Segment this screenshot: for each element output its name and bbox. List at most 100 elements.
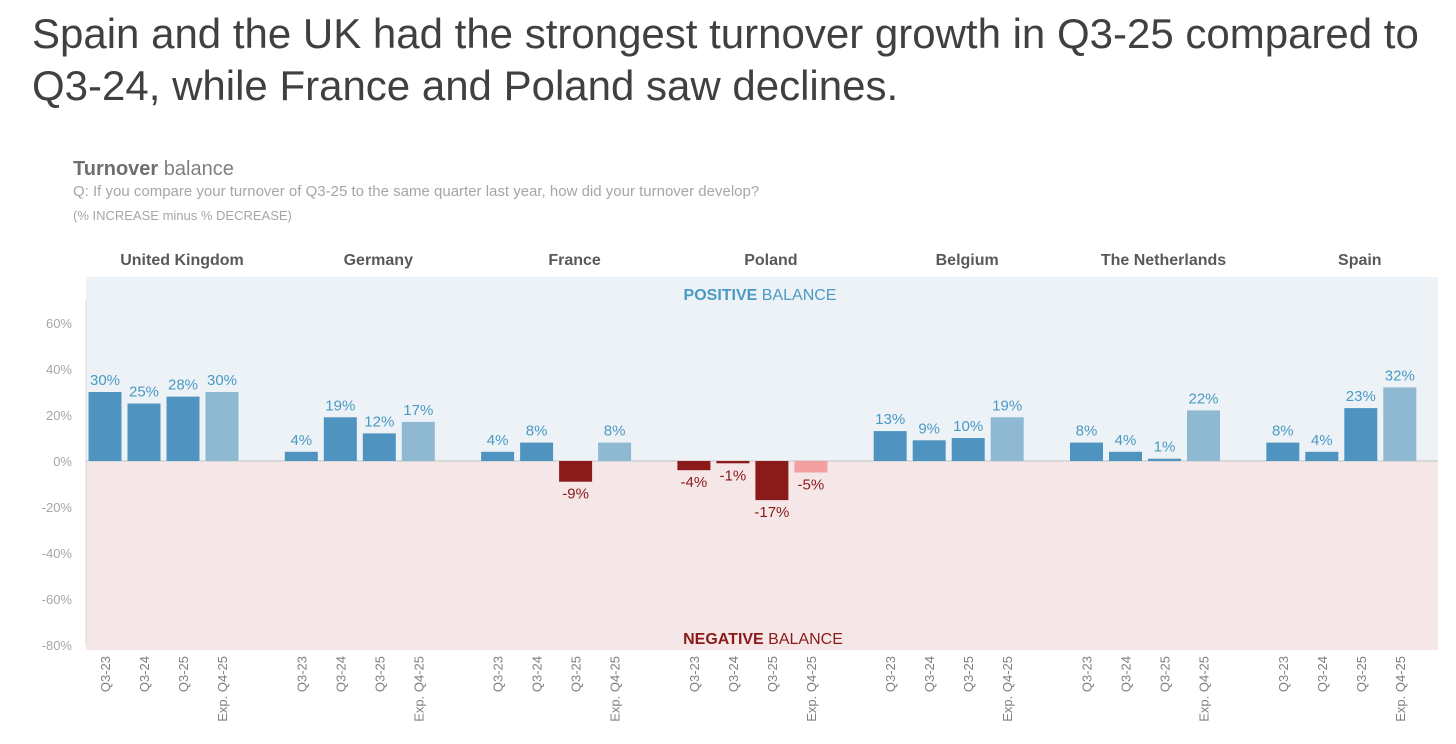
- x-tick-label: Q3-25: [765, 656, 780, 692]
- x-tick-label: Q3-24: [333, 656, 348, 692]
- data-label: 10%: [953, 418, 983, 435]
- x-tick-label: Q3-23: [98, 656, 113, 692]
- data-label: -5%: [798, 477, 825, 494]
- data-label: 19%: [992, 397, 1022, 414]
- y-tick-label: 20%: [46, 408, 72, 423]
- y-tick-label: -40%: [42, 546, 73, 561]
- bar: [1383, 387, 1417, 461]
- bar: [559, 461, 593, 482]
- positive-balance-label: POSITIVE BALANCE: [684, 287, 837, 304]
- x-tick-label: Q3-23: [883, 656, 898, 692]
- bar: [598, 442, 632, 461]
- bar: [677, 461, 711, 471]
- data-label: 8%: [1272, 423, 1294, 440]
- bar: [362, 433, 396, 461]
- x-tick-label: Q3-23: [294, 656, 309, 692]
- data-label: 19%: [325, 397, 355, 414]
- bar: [1070, 442, 1103, 461]
- data-label: 23%: [1346, 388, 1376, 405]
- x-tick-label: Exp. Q4-25: [608, 656, 623, 722]
- data-label: 4%: [1115, 432, 1137, 449]
- bar: [1305, 451, 1339, 461]
- bar: [1148, 458, 1181, 461]
- bar: [1187, 410, 1220, 461]
- data-label: 8%: [526, 423, 548, 440]
- country-label: France: [548, 252, 601, 269]
- x-tick-label: Q3-25: [1158, 656, 1173, 692]
- chart-title-bold: Turnover: [73, 158, 159, 180]
- data-label: 4%: [487, 432, 509, 449]
- y-tick-label: -80%: [42, 638, 73, 653]
- bar: [794, 461, 828, 473]
- bar: [323, 417, 357, 461]
- data-label: 4%: [1311, 432, 1333, 449]
- x-tick-label: Exp. Q4-25: [1393, 656, 1408, 722]
- country-label: Poland: [744, 252, 797, 269]
- x-tick-label: Q3-24: [137, 656, 152, 692]
- data-label: 17%: [403, 402, 433, 419]
- y-tick-label: 0%: [53, 454, 72, 469]
- data-label: 4%: [290, 432, 312, 449]
- bar: [716, 461, 750, 464]
- data-label: 30%: [207, 372, 237, 389]
- x-tick-label: Exp. Q4-25: [1197, 656, 1212, 722]
- bar: [205, 392, 239, 461]
- data-label: 1%: [1154, 439, 1176, 456]
- bar: [481, 451, 515, 461]
- bar: [990, 417, 1024, 461]
- data-label: -1%: [720, 467, 747, 484]
- x-tick-label: Q3-24: [1119, 656, 1134, 692]
- bar: [1109, 451, 1142, 461]
- x-tick-label: Exp. Q4-25: [804, 656, 819, 722]
- bar: [951, 438, 985, 461]
- x-tick-label: Q3-23: [491, 656, 506, 692]
- bar: [755, 461, 789, 501]
- country-label: Germany: [344, 252, 413, 269]
- data-label: 8%: [1076, 423, 1098, 440]
- x-tick-label: Exp. Q4-25: [215, 656, 230, 722]
- x-tick-label: Q3-25: [961, 656, 976, 692]
- chart-title-rest: balance: [158, 158, 234, 180]
- x-tick-label: Q3-25: [569, 656, 584, 692]
- data-label: 13%: [875, 411, 905, 428]
- data-label: 28%: [168, 377, 198, 394]
- y-tick-label: -60%: [42, 592, 73, 607]
- bar: [520, 442, 554, 461]
- y-tick-label: -20%: [42, 500, 73, 515]
- x-tick-label: Q3-23: [687, 656, 702, 692]
- negative-balance-label: NEGATIVE BALANCE: [683, 631, 843, 648]
- y-tick-label: 60%: [46, 316, 72, 331]
- x-tick-label: Q3-24: [1315, 656, 1330, 692]
- data-label: 8%: [604, 423, 626, 440]
- headline: Spain and the UK had the strongest turno…: [32, 10, 1419, 109]
- x-tick-label: Q3-25: [1354, 656, 1369, 692]
- data-label: 32%: [1385, 367, 1415, 384]
- bar: [284, 451, 318, 461]
- data-label: -17%: [754, 504, 789, 521]
- country-label: Spain: [1338, 252, 1382, 269]
- x-tick-label: Exp. Q4-25: [411, 656, 426, 722]
- data-label: -4%: [681, 474, 708, 491]
- data-label: -9%: [562, 486, 589, 503]
- bar: [1344, 408, 1378, 461]
- bar: [166, 396, 200, 461]
- data-label: 30%: [90, 372, 120, 389]
- x-tick-label: Q3-24: [726, 656, 741, 692]
- x-tick-label: Q3-25: [176, 656, 191, 692]
- chart-note: (% INCREASE minus % DECREASE): [73, 208, 292, 223]
- country-label: Belgium: [936, 252, 999, 269]
- data-label: 12%: [364, 413, 394, 430]
- x-tick-label: Q3-24: [530, 656, 545, 692]
- x-tick-label: Exp. Q4-25: [1000, 656, 1015, 722]
- chart-subtitle: Q: If you compare your turnover of Q3-25…: [73, 183, 760, 200]
- bar: [401, 421, 435, 461]
- x-tick-label: Q3-25: [372, 656, 387, 692]
- bar: [88, 392, 122, 461]
- country-label: The Netherlands: [1101, 252, 1226, 269]
- x-tick-label: Q3-24: [922, 656, 937, 692]
- data-label: 25%: [129, 384, 159, 401]
- x-tick-label: Q3-23: [1276, 656, 1291, 692]
- bar: [1266, 442, 1300, 461]
- bar: [873, 431, 907, 461]
